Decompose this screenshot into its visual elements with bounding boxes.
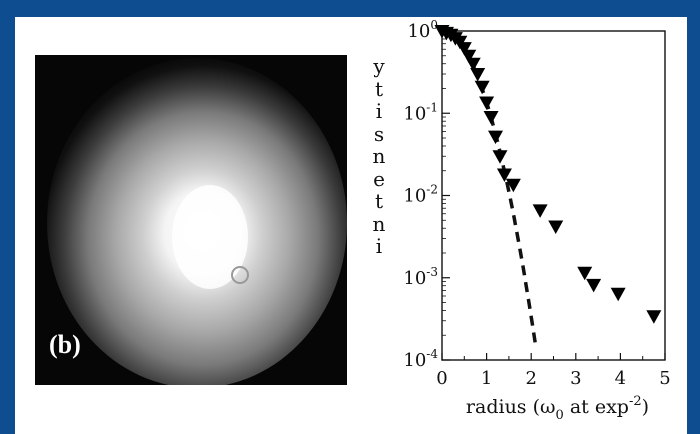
x-tick-label: 0	[436, 368, 447, 389]
data-point-marker	[465, 57, 481, 72]
x-tick-label: 2	[525, 368, 536, 389]
y-tick-label: 10-3	[403, 265, 438, 289]
x-tick-label: 5	[659, 368, 670, 389]
y-tick-label: 100	[407, 18, 438, 42]
beam-intensity-image: (b)	[35, 55, 347, 385]
data-point-marker	[492, 150, 508, 164]
panel-label: (b)	[49, 330, 81, 359]
y-label-letter: i	[375, 99, 383, 123]
y-axis-label: y t i s n e t n i	[371, 55, 387, 258]
data-point-marker	[474, 80, 490, 95]
y-label-letter: t	[374, 76, 384, 101]
data-point-marker	[646, 310, 662, 324]
y-label-letter: i	[375, 234, 383, 258]
gaussian-fit-line	[442, 29, 538, 347]
data-point-marker	[532, 204, 548, 218]
data-point-marker	[470, 68, 486, 82]
data-point-marker	[610, 287, 626, 302]
y-tick-label: 10-4	[403, 347, 438, 371]
y-label-letter: n	[372, 211, 386, 236]
data-point-marker	[586, 278, 602, 293]
data-point-marker	[496, 168, 512, 183]
y-tick-label: 10-2	[403, 183, 438, 207]
plot-frame	[441, 30, 666, 361]
data-point-marker	[488, 130, 504, 145]
y-tick-label: 10-1	[403, 100, 438, 124]
data-point-marker	[577, 266, 593, 281]
data-point-marker	[505, 178, 521, 193]
data-point-marker	[548, 220, 564, 234]
data-point-marker	[461, 49, 477, 64]
data-point-marker	[483, 111, 499, 125]
y-label-letter: n	[372, 144, 386, 168]
x-label-mid: at exp	[564, 396, 629, 418]
x-tick-label: 1	[481, 368, 492, 389]
x-label-sup: -2	[629, 394, 642, 409]
y-label-letter: t	[374, 189, 384, 213]
data-point-marker	[479, 96, 495, 111]
y-label-letter: y	[373, 54, 385, 78]
x-label-post: )	[642, 396, 649, 418]
x-axis-label: radius (ω0 at exp-2)	[466, 394, 649, 423]
y-label-letter: e	[373, 166, 385, 191]
x-label-pre: radius (ω	[466, 396, 556, 418]
y-label-letter: s	[373, 121, 385, 146]
figure-panel: (b) y t i s n e t n i 0 1 2 3 4 5 100 10-1 10-2 1…	[15, 17, 687, 434]
x-label-sub: 0	[556, 408, 564, 423]
x-tick-label: 4	[615, 368, 626, 389]
x-tick-label: 3	[570, 368, 581, 389]
data-point-marker	[456, 42, 472, 56]
